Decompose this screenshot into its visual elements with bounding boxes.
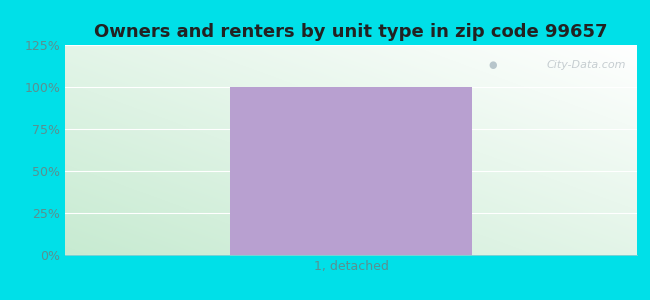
- Text: ●: ●: [488, 60, 497, 70]
- Text: City-Data.com: City-Data.com: [546, 60, 625, 70]
- Title: Owners and renters by unit type in zip code 99657: Owners and renters by unit type in zip c…: [94, 23, 608, 41]
- Bar: [230, 87, 472, 255]
